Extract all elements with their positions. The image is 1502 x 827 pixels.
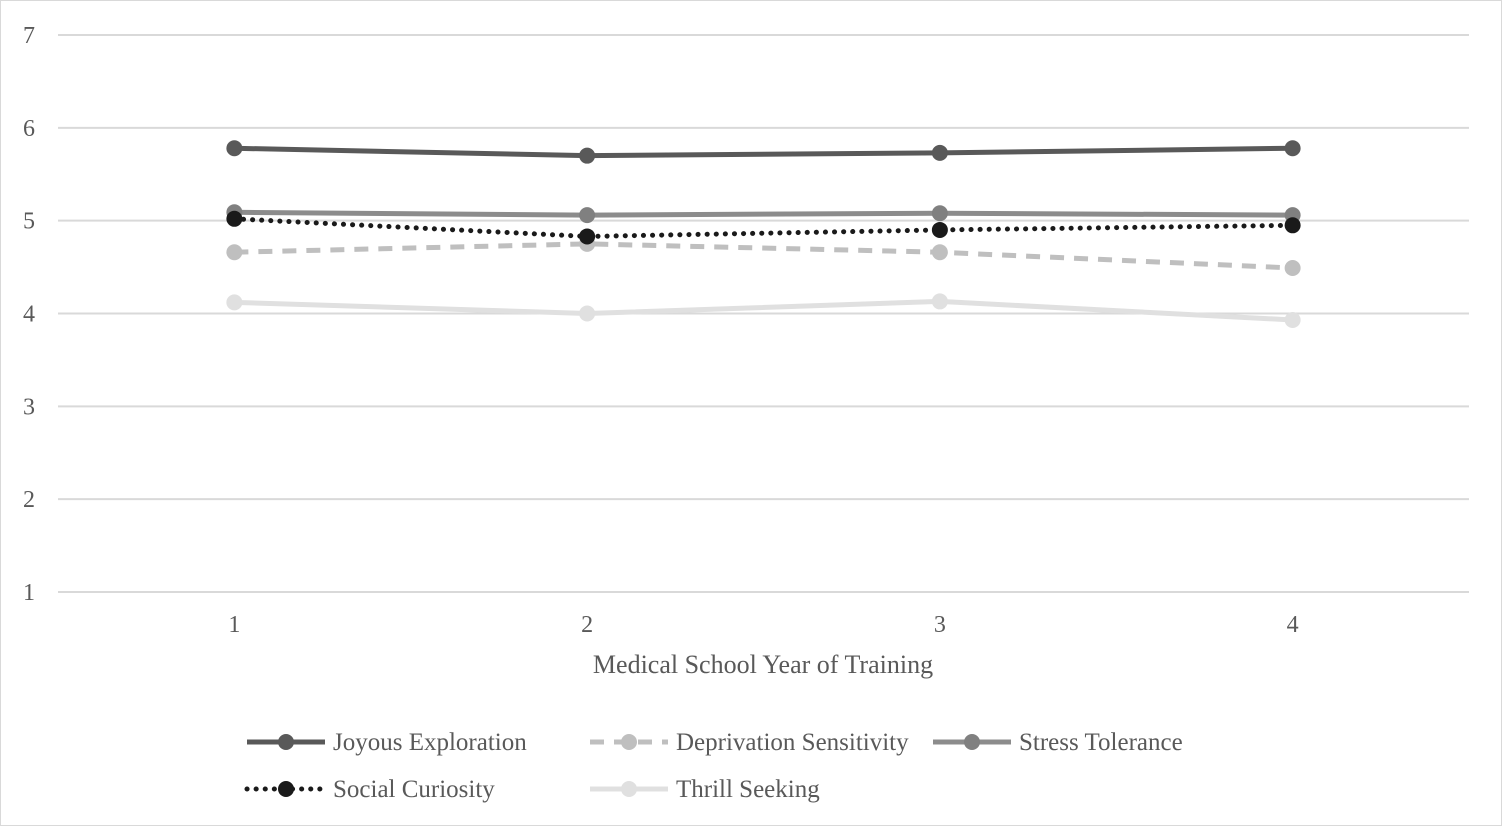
data-point [1284, 140, 1301, 157]
series-line [234, 298, 1293, 323]
y-tick-label: 7 [23, 23, 35, 49]
legend-label: Thrill Seeking [676, 776, 820, 803]
series-line [234, 241, 1293, 271]
y-tick-label: 2 [23, 487, 35, 513]
legend-swatch-marker [621, 781, 637, 797]
x-tick-label: 2 [581, 612, 593, 638]
legend-swatch-marker [621, 734, 637, 750]
y-tick-label: 5 [23, 209, 35, 235]
legend-label: Social Curiosity [333, 776, 495, 803]
legend-swatch-marker [964, 734, 980, 750]
series-deprivation-sensitivity [226, 235, 1301, 277]
data-point [579, 228, 596, 245]
y-tick-label: 4 [23, 302, 35, 328]
data-point [1284, 311, 1301, 328]
x-axis-title: Medical School Year of Training [593, 650, 933, 679]
x-tick-label: 1 [228, 612, 240, 638]
data-point [931, 293, 948, 310]
data-point [226, 294, 243, 311]
series-line [231, 216, 1296, 239]
legend-item: Social Curiosity [244, 776, 495, 803]
series-joyous-exploration [226, 140, 1301, 164]
series-line [234, 209, 1293, 218]
legend-item: Joyous Exploration [247, 729, 527, 756]
legend-item: Stress Tolerance [933, 729, 1183, 756]
legend-label: Deprivation Sensitivity [676, 729, 909, 756]
data-point [579, 147, 596, 164]
legend-item: Thrill Seeking [590, 776, 820, 803]
data-point [1284, 217, 1301, 234]
y-tick-label: 6 [23, 116, 35, 142]
y-tick-label: 1 [23, 580, 35, 606]
x-tick-label: 3 [934, 612, 946, 638]
data-point [226, 210, 243, 227]
series-line [234, 145, 1293, 159]
legend: Joyous Exploration Deprivation Sensitivit… [244, 729, 1183, 803]
legend-label: Joyous Exploration [333, 729, 527, 756]
data-point [226, 244, 243, 261]
series-group [226, 140, 1301, 328]
data-point [226, 140, 243, 157]
series-thrill-seeking [226, 293, 1301, 328]
gridlines [58, 34, 1469, 593]
y-axis-ticks: 1 2 3 4 5 6 7 [23, 23, 35, 606]
data-point [931, 205, 948, 222]
x-tick-label: 4 [1287, 612, 1299, 638]
data-point [579, 207, 596, 224]
legend-swatch-marker [278, 734, 294, 750]
legend-swatch-marker [278, 781, 294, 797]
data-point [931, 221, 948, 238]
data-point [931, 244, 948, 261]
series-social-curiosity [226, 210, 1301, 245]
legend-item: Deprivation Sensitivity [590, 729, 909, 756]
legend-label: Stress Tolerance [1019, 729, 1183, 756]
data-point [1284, 260, 1301, 277]
data-point [579, 305, 596, 322]
x-axis-ticks: 1 2 3 4 [228, 612, 1298, 638]
data-point [931, 144, 948, 161]
y-tick-label: 3 [23, 394, 35, 420]
